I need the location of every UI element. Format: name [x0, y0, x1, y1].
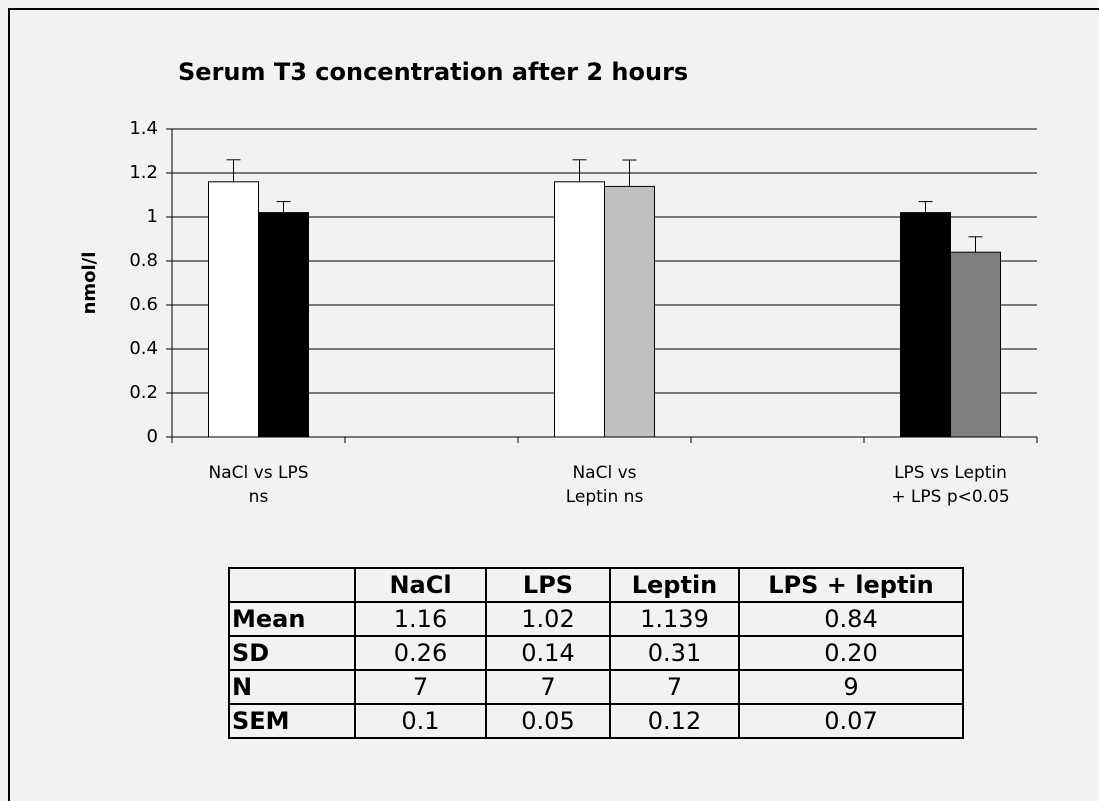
table-cell: 1.02 — [485, 601, 611, 637]
y-tick-label: 0.2 — [129, 382, 158, 403]
bar — [900, 212, 951, 438]
table-cell: 0.84 — [738, 601, 964, 637]
column-header: Leptin — [609, 567, 740, 603]
error-bar — [276, 201, 291, 213]
column-header: LPS + leptin — [738, 567, 964, 603]
bar — [258, 212, 309, 438]
table-cell: 1.16 — [354, 601, 487, 637]
table-cell: 1.139 — [609, 601, 740, 637]
error-bar — [226, 159, 241, 182]
table-cell: 0.12 — [609, 703, 740, 739]
table-cell: 7 — [354, 669, 487, 705]
table-cell: 0.31 — [609, 635, 740, 671]
row-label: Mean — [228, 601, 356, 637]
bar — [950, 251, 1001, 438]
data-table: NaCl LPS Leptin LPS + leptin Mean 1.16 1.02 1.1… — [228, 567, 964, 739]
table-row: Mean 1.16 1.02 1.139 0.84 — [228, 601, 964, 637]
error-bar — [622, 159, 637, 187]
row-label: SD — [228, 635, 356, 671]
table-row: SEM 0.1 0.05 0.12 0.07 — [228, 703, 964, 739]
table-cell: 0.26 — [354, 635, 487, 671]
row-label: N — [228, 669, 356, 705]
table-header-row: NaCl LPS Leptin LPS + leptin — [228, 567, 964, 603]
y-tick-label: 1.2 — [129, 162, 158, 183]
y-tick-label: 1 — [147, 206, 158, 227]
bar — [554, 181, 605, 438]
error-bar — [572, 159, 587, 182]
table-cell: 7 — [609, 669, 740, 705]
y-tick-label: 0.8 — [129, 250, 158, 271]
table-cell: 0.1 — [354, 703, 487, 739]
error-bar — [918, 201, 933, 213]
table-cell: 9 — [738, 669, 964, 705]
table-cell: 7 — [485, 669, 611, 705]
x-tick-label: NaCl vs Leptin ns — [565, 463, 644, 507]
column-header: LPS — [485, 567, 611, 603]
x-tick-label: NaCl vs LPS ns — [208, 463, 309, 507]
column-header: NaCl — [354, 567, 487, 603]
y-tick-label: 1.4 — [129, 118, 158, 139]
chart-title: Serum T3 concentration after 2 hours — [178, 58, 688, 86]
frame — [8, 8, 1099, 801]
row-label: SEM — [228, 703, 356, 739]
table-row: SD 0.26 0.14 0.31 0.20 — [228, 635, 964, 671]
y-tick-label: 0 — [147, 426, 158, 447]
y-tick-label: 0.4 — [129, 338, 158, 359]
table-cell: 0.20 — [738, 635, 964, 671]
bar — [604, 185, 655, 438]
bar — [208, 181, 259, 438]
table-corner — [228, 567, 356, 603]
x-tick-label: LPS vs Leptin + LPS p<0.05 — [891, 463, 1010, 507]
table-cell: 0.05 — [485, 703, 611, 739]
y-tick-label: 0.6 — [129, 294, 158, 315]
y-axis-label: nmol/l — [79, 252, 100, 315]
table-cell: 0.14 — [485, 635, 611, 671]
error-bar — [968, 236, 983, 253]
table-cell: 0.07 — [738, 703, 964, 739]
